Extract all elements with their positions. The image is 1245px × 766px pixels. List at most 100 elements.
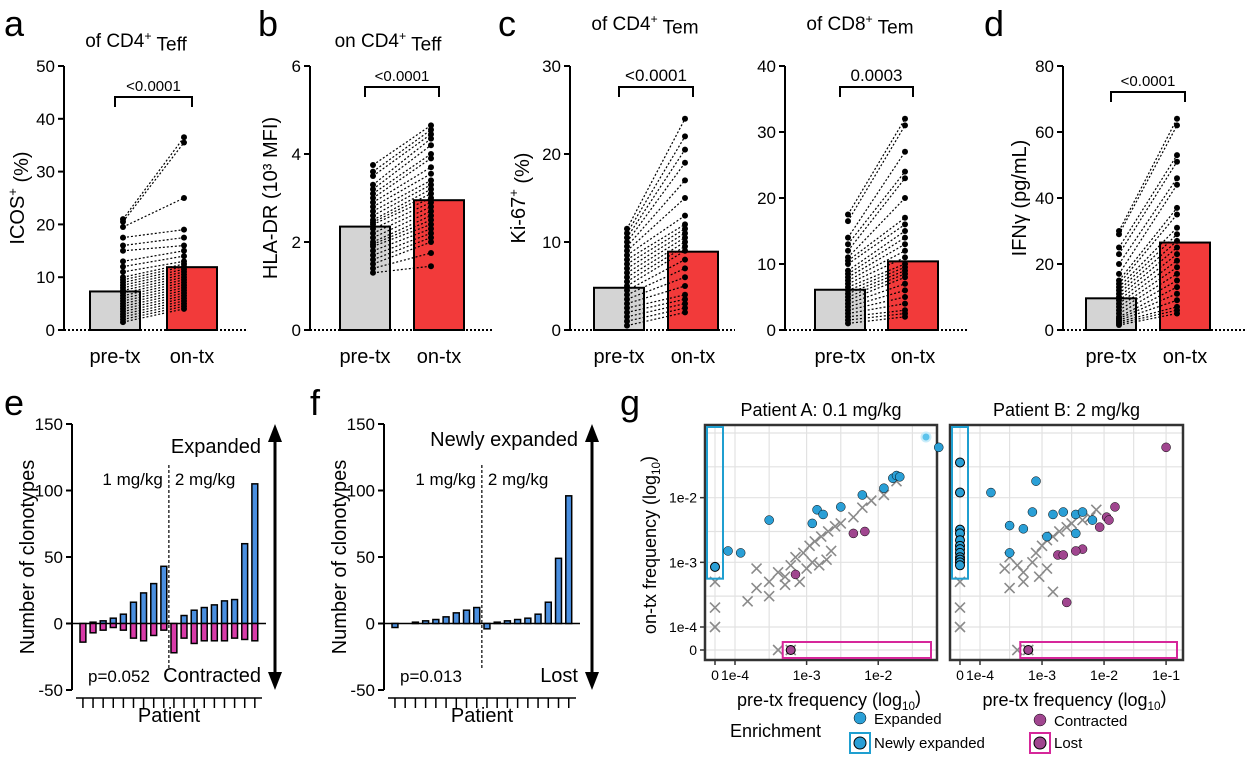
y-tick-label: 2	[292, 233, 301, 252]
point-pre-tx	[845, 218, 851, 225]
point-on-tx	[682, 133, 688, 140]
cross-marker	[772, 644, 784, 656]
paired-line	[372, 210, 432, 239]
point-on-tx	[1174, 257, 1180, 264]
point-on-tx	[1174, 152, 1180, 159]
y-axis-label: on-tx frequency (log10)	[638, 456, 663, 634]
bar-contracted	[251, 622, 259, 642]
point-on-tx	[902, 168, 908, 175]
paired-line	[122, 271, 185, 286]
point-pre-tx	[370, 225, 376, 232]
paired-line	[122, 255, 185, 268]
y-tick-label: 30	[542, 57, 561, 76]
bar-contracted	[119, 622, 128, 631]
paired-line	[1118, 207, 1178, 281]
paired-line	[847, 177, 906, 252]
legend-lost-marker	[1033, 736, 1047, 750]
bar-contracted	[109, 622, 117, 629]
paired-line	[372, 201, 432, 230]
paired-line	[372, 188, 432, 221]
panel-c1: 0 10 20 30 pre-tx on-tx <0.0001 of CD4+ Tem Ki-6…	[506, 12, 735, 368]
paired-line	[1118, 306, 1178, 323]
point-pre-tx	[120, 268, 126, 275]
paired-line	[626, 228, 686, 265]
y-tick-label: 0	[1045, 321, 1054, 340]
x-category-label: on-tx	[891, 346, 935, 368]
point-on-tx	[1174, 175, 1180, 182]
expanded-point	[1058, 507, 1069, 517]
point-on-tx	[1174, 115, 1180, 122]
paired-line	[626, 241, 686, 278]
bar-on-tx	[166, 266, 218, 331]
paired-line	[122, 197, 185, 228]
point-on-tx	[181, 234, 187, 241]
y-tick-label: 20	[757, 189, 776, 208]
point-on-tx	[428, 142, 434, 149]
point-pre-tx	[624, 300, 630, 307]
expanded-point	[836, 502, 846, 512]
point-on-tx	[902, 254, 908, 261]
cross-marker	[1053, 525, 1065, 538]
point-pre-tx	[370, 234, 376, 241]
cross-marker	[809, 535, 821, 548]
bar-expanded	[565, 495, 573, 625]
x-tick-label: 0	[711, 667, 719, 683]
point-pre-tx	[1116, 251, 1122, 258]
point-pre-tx	[624, 252, 630, 259]
point-pre-tx	[624, 305, 630, 311]
cross-marker	[789, 551, 802, 563]
legend-contracted-marker	[1033, 713, 1047, 727]
point-on-tx	[428, 263, 434, 270]
point-pre-tx	[624, 313, 630, 320]
point-on-tx	[428, 131, 434, 138]
paired-line	[372, 133, 432, 177]
y-axis-label: Number of clonotypes	[329, 460, 351, 655]
point-on-tx	[902, 221, 908, 228]
panel-letter-c: c	[498, 3, 516, 44]
paired-line	[1118, 309, 1178, 324]
paired-line	[122, 279, 185, 294]
contracted-point	[848, 528, 859, 539]
paired-line	[1118, 240, 1178, 295]
arrow-up-head	[268, 424, 282, 442]
y-axis-label: IFNγ (pg/mL)	[1009, 140, 1031, 257]
point-pre-tx	[370, 195, 376, 201]
y-tick-label: 10	[36, 268, 55, 287]
cross-marker	[954, 621, 966, 633]
point-pre-tx	[370, 168, 376, 175]
x-tick-label: 1e-2	[1090, 667, 1118, 683]
cross-marker	[1066, 517, 1078, 529]
x-axis-label: pre-tx frequency (log10)	[982, 688, 1166, 713]
point-pre-tx	[624, 322, 630, 329]
contracted-point	[1058, 550, 1069, 560]
cross-marker	[1090, 504, 1102, 516]
y-tick-label: 30	[36, 163, 55, 182]
point-on-tx	[682, 274, 688, 281]
bar-contracted	[139, 622, 148, 642]
expanded-point	[1018, 524, 1029, 534]
y-tick-label: 0	[292, 321, 301, 340]
contracted-point	[1061, 597, 1072, 608]
bar-expanded	[139, 592, 148, 625]
expanded-label: Newly expanded	[430, 429, 578, 451]
scatter-title: Patient A: 0.1 mg/kg	[740, 400, 901, 420]
paired-line	[122, 229, 185, 239]
point-pre-tx	[370, 243, 376, 250]
paired-line	[122, 237, 185, 247]
x-tick-label: 0	[956, 667, 964, 683]
point-on-tx	[428, 177, 434, 184]
y-tick-label: 40	[1035, 189, 1054, 208]
paired-line	[122, 276, 185, 291]
y-tick-label: 10	[542, 233, 561, 252]
y-axis-label: Number of clonotypes	[17, 460, 39, 655]
point-on-tx	[428, 190, 434, 197]
point-pre-tx	[624, 274, 630, 281]
bar-expanded	[534, 613, 542, 625]
contracted-point	[1110, 502, 1120, 512]
paired-line	[122, 268, 185, 284]
bar-expanded	[524, 617, 532, 625]
point-on-tx	[902, 195, 908, 201]
point-on-tx	[428, 208, 434, 215]
panel-e: -50 0 50 100 150 1 mg/kg 2 mg/kg Expanded Contra…	[17, 415, 282, 727]
